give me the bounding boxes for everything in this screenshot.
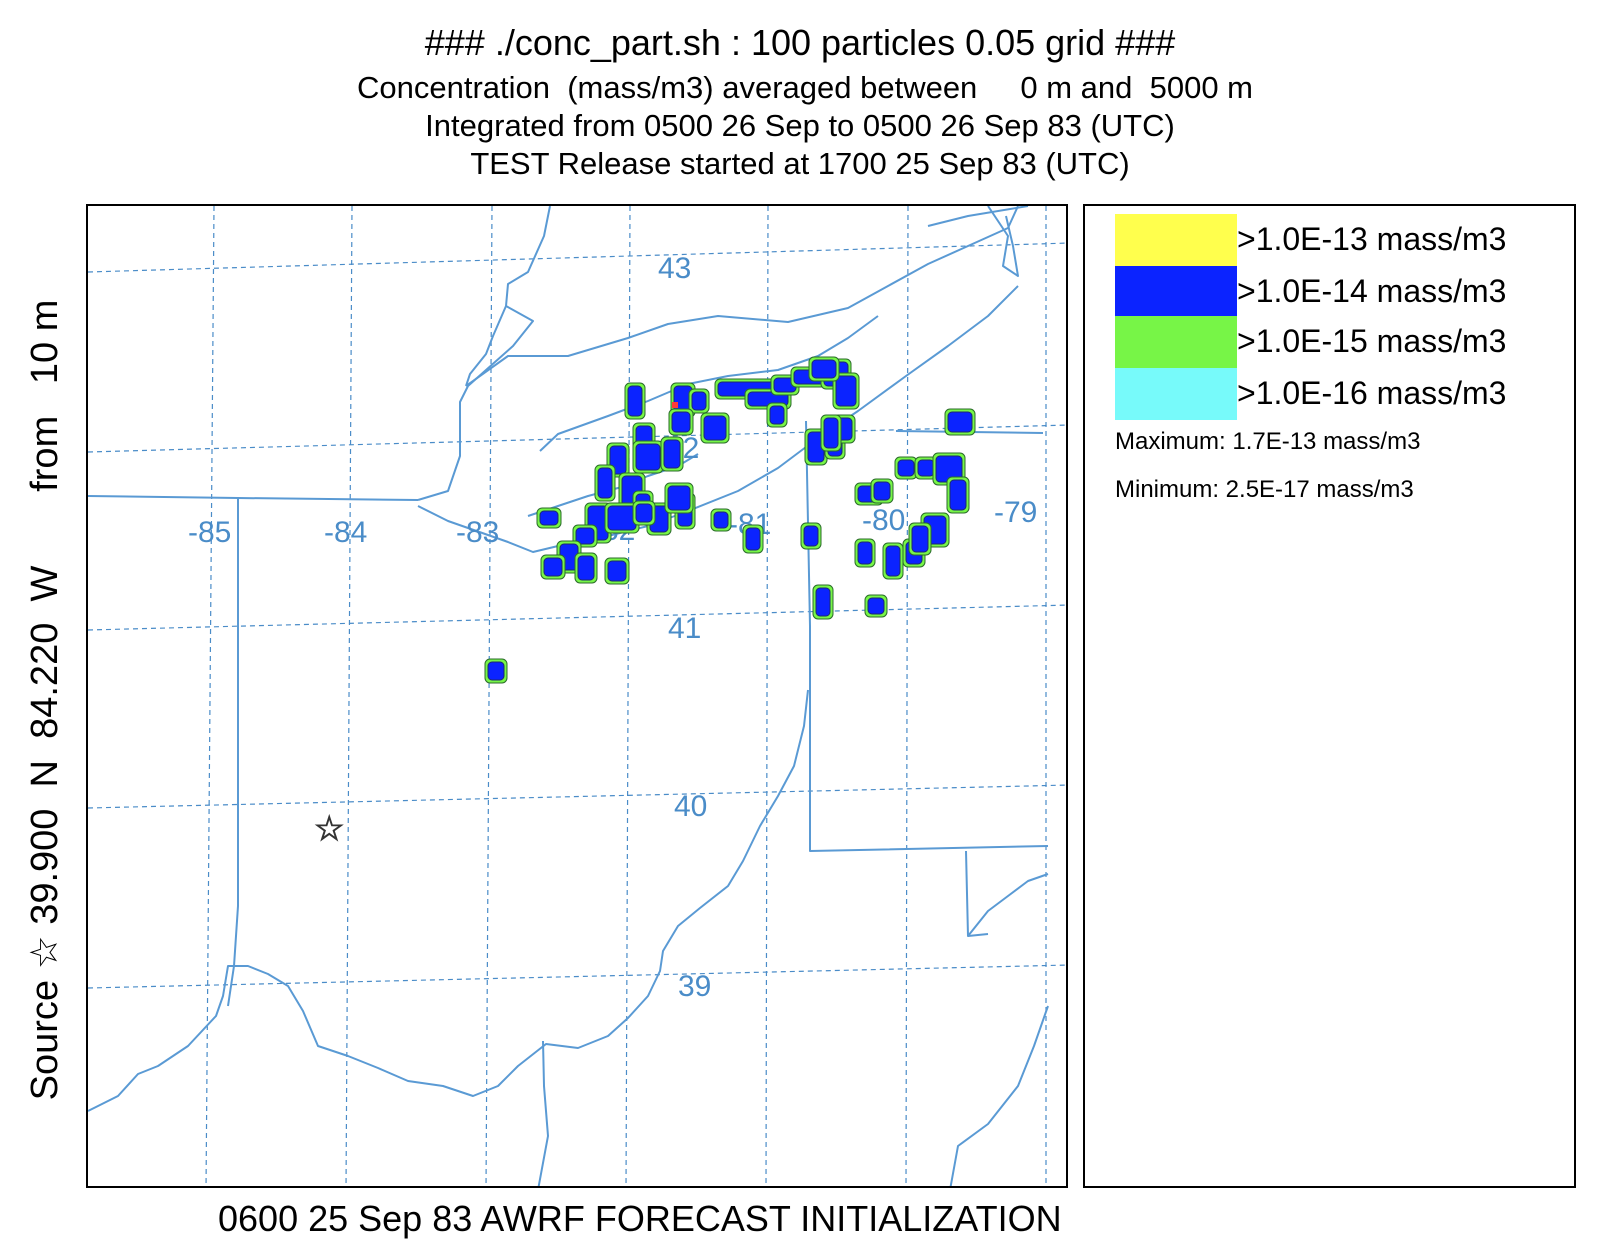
plume-inner-cell bbox=[857, 541, 873, 565]
political-boundaries bbox=[88, 206, 1049, 1186]
wv-east bbox=[967, 873, 1049, 937]
integration-period: Integrated from 0500 26 Sep to 0500 26 S… bbox=[425, 108, 1175, 143]
plume-inner-cell bbox=[949, 479, 967, 511]
detroit-river bbox=[417, 206, 551, 501]
plume-inner-cell bbox=[607, 505, 637, 531]
longitude-line-84 bbox=[345, 206, 353, 1186]
plume-inner-cell bbox=[745, 527, 761, 551]
plume-inner-cell bbox=[577, 555, 595, 581]
latitude-labels: 43 42 41 40 39 bbox=[658, 252, 711, 1003]
latitude-line-39 bbox=[88, 964, 1066, 989]
minimum-value: Minimum: 2.5E-17 mass/m3 bbox=[1115, 476, 1414, 503]
plume-inner-cell bbox=[769, 405, 785, 425]
plume-inner-cell bbox=[897, 459, 915, 477]
source-location-label: Source ☆ 39.900 N 84.220 W from 10 m bbox=[24, 299, 66, 1101]
plume-inner-cell bbox=[835, 375, 857, 407]
longitude-line-85 bbox=[205, 206, 215, 1186]
lon-label-85: -85 bbox=[188, 516, 231, 549]
st-clair-river bbox=[465, 305, 507, 387]
plume-inner-cell bbox=[663, 439, 681, 469]
legend-swatch bbox=[1115, 266, 1237, 318]
release-start: TEST Release started at 1700 25 Sep 83 (… bbox=[470, 146, 1130, 181]
longitude-line-82 bbox=[625, 206, 631, 1186]
plume-inner-cell bbox=[811, 359, 837, 379]
lat-label-40: 40 bbox=[674, 790, 707, 823]
niagara-region bbox=[987, 206, 1019, 277]
kentucky-border bbox=[537, 1040, 549, 1186]
maximum-value: Maximum: 1.7E-13 mass/m3 bbox=[1115, 428, 1421, 455]
west-virginia-border bbox=[949, 1005, 1049, 1186]
lat-label-41: 41 bbox=[668, 612, 701, 645]
longitude-line-80 bbox=[905, 206, 909, 1186]
legend-panel: >1.0E-13 mass/m3 >1.0E-14 mass/m3 >1.0E-… bbox=[1083, 204, 1576, 1188]
longitude-line-83 bbox=[485, 206, 493, 1186]
plume-inner-cell bbox=[627, 385, 643, 417]
forecast-initialization-label: 0600 25 Sep 83 AWRF FORECAST INITIALIZAT… bbox=[218, 1198, 1062, 1239]
plume-inner-cell bbox=[635, 503, 653, 523]
map-canvas: 43 42 41 40 39 -85 -84 -83 -82 -81 -80 -… bbox=[88, 206, 1066, 1186]
ohio-pennsylvania-border bbox=[805, 420, 1049, 852]
legend-swatch bbox=[1115, 368, 1237, 420]
plume-inner-cell bbox=[543, 557, 563, 577]
latitude-line-42 bbox=[88, 424, 1066, 453]
latitude-line-43 bbox=[88, 242, 1066, 273]
plume-inner-cell bbox=[607, 560, 627, 582]
lake-erie-north-shore bbox=[465, 206, 1019, 387]
lat-label-43: 43 bbox=[658, 252, 691, 285]
lon-label-83: -83 bbox=[456, 516, 499, 549]
lon-label-79: -79 bbox=[994, 496, 1037, 529]
plume-inner-cell bbox=[873, 481, 891, 501]
legend-item-1e-13: >1.0E-13 mass/m3 bbox=[1115, 214, 1565, 266]
plume-inner-cell bbox=[597, 467, 613, 499]
latitude-line-40 bbox=[88, 784, 1066, 809]
legend-swatch bbox=[1115, 214, 1237, 266]
plume-inner-cell bbox=[691, 391, 707, 411]
ohio-river bbox=[88, 689, 809, 1112]
plume-inner-cell bbox=[667, 485, 691, 511]
plume-inner-cell bbox=[947, 411, 973, 433]
plume-inner-cell bbox=[917, 459, 935, 477]
plume-inner-cell bbox=[885, 545, 901, 577]
lon-label-80: -80 bbox=[862, 504, 905, 537]
legend-item-1e-16: >1.0E-16 mass/m3 bbox=[1115, 368, 1565, 420]
concentration-subtitle: Concentration (mass/m3) averaged between… bbox=[356, 70, 1254, 105]
map-panel: 43 42 41 40 39 -85 -84 -83 -82 -81 -80 -… bbox=[86, 204, 1068, 1188]
plot-title: ### ./conc_part.sh : 100 particles 0.05 … bbox=[424, 22, 1176, 63]
plume-inner-cell bbox=[539, 510, 559, 526]
legend-label: >1.0E-15 mass/m3 bbox=[1237, 323, 1507, 359]
legend-item-1e-15: >1.0E-15 mass/m3 bbox=[1115, 316, 1565, 368]
plume-inner-cell bbox=[713, 511, 729, 529]
legend-label: >1.0E-13 mass/m3 bbox=[1237, 221, 1507, 257]
plume-inner-cell bbox=[803, 525, 819, 547]
plume-inner-cell bbox=[703, 415, 727, 441]
lon-label-84: -84 bbox=[324, 516, 367, 549]
lake-erie-inner-shore bbox=[539, 315, 879, 452]
indiana-ohio-border bbox=[88, 495, 239, 1007]
legend-item-1e-14: >1.0E-14 mass/m3 bbox=[1115, 266, 1565, 318]
plume-inner-cell bbox=[911, 525, 929, 553]
legend-label: >1.0E-14 mass/m3 bbox=[1237, 273, 1507, 309]
plume-inner-cell bbox=[575, 527, 595, 545]
lake-erie-south-shore bbox=[417, 285, 1019, 553]
michigan-ohio-border bbox=[237, 497, 419, 501]
plume-inner-cell bbox=[671, 411, 691, 433]
plume-inner-cell bbox=[823, 417, 839, 449]
lat-label-39: 39 bbox=[678, 970, 711, 1003]
plume-inner-cell bbox=[815, 587, 831, 617]
source-star-icon: ☆ bbox=[314, 809, 344, 849]
canada-border-top bbox=[927, 206, 1029, 227]
legend-label: >1.0E-16 mass/m3 bbox=[1237, 375, 1507, 411]
plume-peak-cell bbox=[672, 402, 678, 408]
longitude-line-81 bbox=[765, 206, 769, 1186]
plume-inner-cell bbox=[635, 443, 661, 471]
plume-inner-cell bbox=[487, 661, 505, 681]
latitude-line-41 bbox=[88, 604, 1066, 631]
concentration-plume bbox=[484, 356, 976, 684]
legend-swatch bbox=[1115, 316, 1237, 368]
plume-inner-cell bbox=[867, 597, 885, 615]
